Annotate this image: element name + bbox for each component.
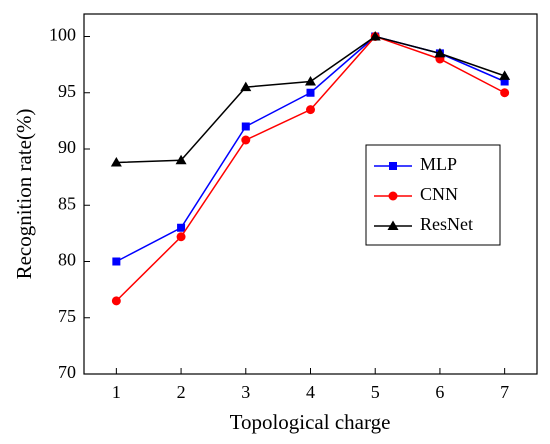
series-line (116, 35, 505, 164)
marker (111, 296, 121, 306)
marker (240, 81, 252, 92)
marker (500, 77, 509, 86)
y-tick-label: 85 (58, 193, 76, 213)
legend-label: MLP (420, 154, 457, 174)
x-tick-label: 1 (112, 382, 121, 402)
marker (306, 105, 315, 115)
x-tick-label: 3 (241, 382, 250, 402)
marker (305, 76, 316, 86)
y-tick-label: 75 (58, 306, 76, 326)
x-tick-label: 6 (435, 382, 444, 402)
x-axis-title: Topological charge (230, 410, 391, 434)
marker (241, 122, 250, 131)
x-tick-label: 7 (500, 382, 509, 402)
legend-marker (387, 220, 399, 230)
y-tick-label: 80 (58, 250, 76, 270)
x-tick-label: 4 (306, 382, 315, 402)
marker (500, 88, 510, 98)
marker (306, 88, 315, 97)
x-tick-label: 2 (177, 382, 186, 402)
legend-label: ResNet (420, 214, 473, 234)
x-tick-label: 5 (371, 382, 380, 402)
legend-label: CNN (420, 184, 458, 204)
y-tick-label: 95 (58, 81, 76, 101)
marker (241, 135, 251, 145)
marker (434, 47, 446, 58)
y-axis-title: Recognition rate(%) (12, 109, 36, 280)
marker (369, 31, 381, 41)
legend-marker (389, 162, 397, 170)
y-tick-label: 90 (58, 137, 76, 157)
marker (175, 154, 187, 165)
legend-box (365, 144, 501, 246)
marker (177, 223, 186, 232)
marker (112, 257, 121, 266)
y-tick-label: 70 (58, 362, 76, 382)
marker (110, 157, 122, 167)
marker (176, 232, 186, 242)
marker (499, 70, 511, 80)
legend-marker (388, 191, 398, 201)
y-tick-label: 100 (49, 25, 76, 45)
